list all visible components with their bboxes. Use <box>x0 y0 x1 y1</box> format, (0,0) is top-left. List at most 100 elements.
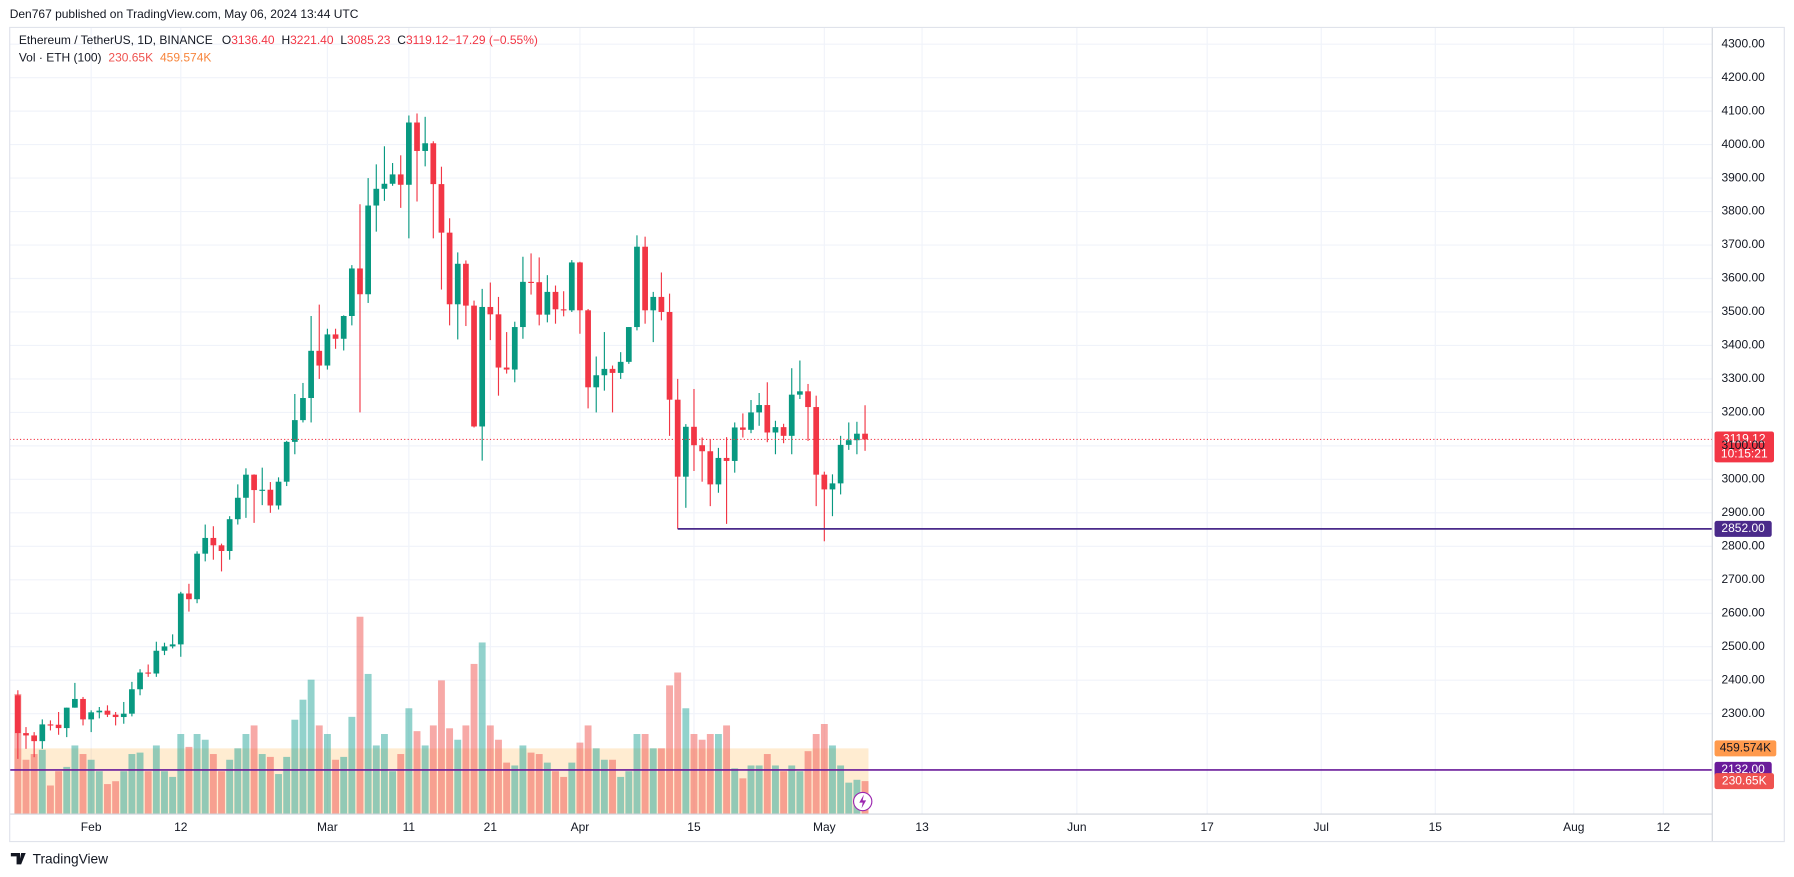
y-tick-label: 4300.00 <box>1721 36 1765 50</box>
y-tick-label: 3700.00 <box>1721 237 1765 251</box>
volume-bar <box>332 759 339 815</box>
volume-bar <box>739 778 747 815</box>
volume-bar <box>438 680 445 815</box>
candle-body <box>617 361 624 373</box>
candle-body <box>389 174 396 184</box>
candle-body <box>129 689 135 714</box>
y-tick-label: 3000.00 <box>1721 472 1765 486</box>
candle-body <box>691 426 697 446</box>
candle-body <box>821 474 828 490</box>
candle-body <box>161 646 168 651</box>
volume-bar <box>682 708 690 815</box>
volume-bar <box>234 748 242 815</box>
volume-bar <box>348 716 356 815</box>
volume-bar <box>30 754 38 815</box>
volume-box <box>1714 773 1774 790</box>
volume-bar <box>209 754 217 815</box>
footer: TradingView <box>33 851 109 866</box>
candle-body <box>568 262 575 311</box>
candle-body <box>723 457 730 461</box>
volume-bar <box>364 673 372 815</box>
candle-body <box>748 412 754 430</box>
volume-bar <box>405 708 413 815</box>
candle-body <box>39 724 46 742</box>
volume-ma-box <box>1714 740 1777 757</box>
candle-body <box>479 306 486 427</box>
candle-body <box>324 334 331 366</box>
candle-body <box>55 724 62 729</box>
y-tick-label: 2600.00 <box>1721 605 1765 619</box>
candle-body <box>259 489 266 491</box>
price-label: 2852.00 <box>1721 521 1765 535</box>
y-tick-label: 3600.00 <box>1721 271 1765 285</box>
candle-body <box>397 174 404 185</box>
x-tick-label: 12 <box>1657 820 1671 834</box>
candle-body <box>764 405 771 433</box>
candle-body <box>829 483 836 490</box>
volume-bar <box>698 739 706 815</box>
volume-bar <box>38 749 46 815</box>
candle-body <box>854 433 860 441</box>
volume-bar <box>421 745 429 815</box>
volume-ma-label: 459.574K <box>1720 741 1771 755</box>
volume-bar <box>323 734 331 815</box>
candle-body <box>365 205 371 295</box>
volume-bar <box>649 748 657 815</box>
ohlc-value: 3085.23 <box>347 33 391 47</box>
candle-body <box>731 427 738 461</box>
candle-body <box>275 481 282 506</box>
candle-body <box>658 296 665 312</box>
candle-body <box>63 707 70 729</box>
candle-body <box>194 553 200 600</box>
volume-bar <box>568 762 576 815</box>
candle-body <box>634 246 640 328</box>
volume-bar <box>666 685 673 815</box>
candle-body <box>381 183 388 189</box>
candle-body <box>406 122 412 185</box>
volume-bar <box>820 724 828 815</box>
candle-layer <box>14 113 868 759</box>
y-tick-label: 3900.00 <box>1721 170 1765 184</box>
last-price-box <box>1714 431 1774 463</box>
candle-body <box>642 246 648 311</box>
volume-bar <box>755 765 763 815</box>
ohlc-key: H <box>281 33 290 47</box>
candle-body <box>593 375 600 388</box>
candle-body <box>609 368 616 373</box>
volume-bar <box>372 745 380 815</box>
x-tick-label: Aug <box>1563 820 1584 834</box>
candle-body <box>177 593 184 645</box>
ohlc-value: 3136.40 <box>231 33 275 47</box>
volume-bar <box>185 746 193 815</box>
volume-bar <box>763 754 771 815</box>
candle-body <box>438 184 445 233</box>
x-tick-label: 17 <box>1201 820 1215 834</box>
volume-bar <box>47 785 54 815</box>
candle-body <box>740 427 746 430</box>
candle-body <box>218 545 225 551</box>
y-tick-label: 2900.00 <box>1721 505 1765 519</box>
volume-bar <box>600 759 608 815</box>
x-tick-label: Mar <box>317 820 338 834</box>
candle-body <box>373 188 380 206</box>
candle-body <box>316 350 323 366</box>
volume-bar <box>193 734 201 815</box>
y-tick-label: 3400.00 <box>1721 338 1765 352</box>
candle-body <box>120 713 127 718</box>
volume-bar <box>657 748 665 815</box>
volume-bar <box>381 734 388 815</box>
axis-labels: 2300.00 2400.00 2500.00 2600.00 2700.00 2800.… <box>81 36 1765 834</box>
volume-bar <box>543 762 551 815</box>
volume-bar <box>356 616 364 815</box>
volume-bar <box>714 734 722 815</box>
candle-body <box>446 232 453 305</box>
candle-body <box>210 537 217 546</box>
volume-bar <box>79 754 87 815</box>
x-tick-label: 12 <box>174 820 188 834</box>
volume-bar <box>291 719 299 815</box>
candle-body <box>862 433 868 440</box>
volume-bar <box>796 771 804 815</box>
volume-bar <box>804 751 812 815</box>
volume-bar <box>161 771 168 815</box>
candle-body <box>487 306 494 315</box>
